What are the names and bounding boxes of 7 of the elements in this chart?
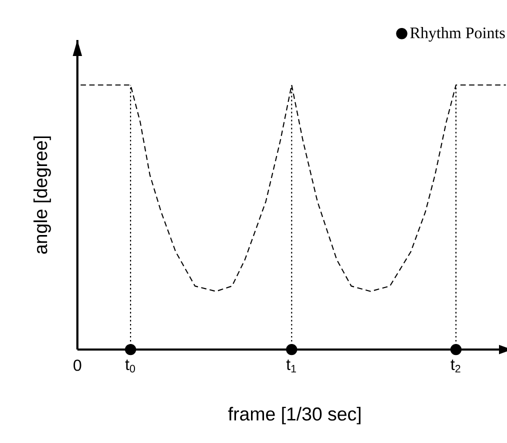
x-tick-label: t$_{1}$ [286,360,296,372]
x-tick-label: 0 [74,360,82,371]
x-axis-title: frame [1/30 sec] [228,406,360,424]
y-axis-title: angle [degree] [34,136,51,254]
legend-label: Rhythm Points [410,27,505,42]
x-tick-label: t$_{2}$ [450,360,460,372]
x-tick-label: t$_{0}$ [125,360,135,372]
